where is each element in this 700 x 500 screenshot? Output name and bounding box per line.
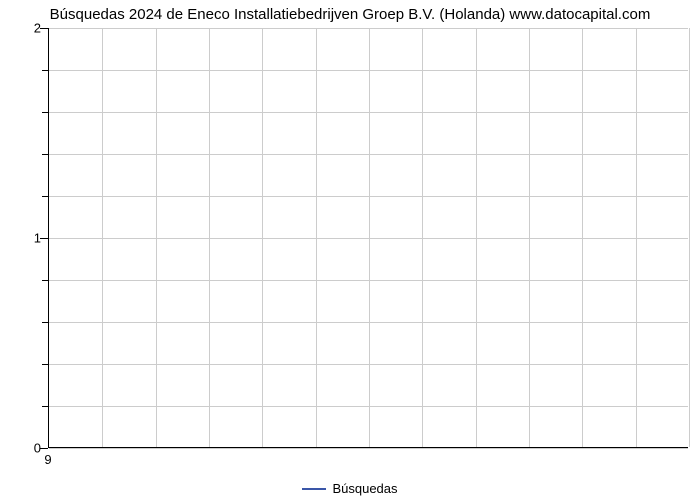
gridline-vertical [476,28,477,447]
xtick-label: 9 [44,452,51,467]
gridline-vertical [529,28,530,447]
ytick-label: 0 [26,441,41,456]
gridline-vertical [156,28,157,447]
chart-container: Búsquedas 2024 de Eneco Installatiebedri… [0,0,700,500]
ytick-minor-mark [42,406,48,407]
ytick-major-mark [40,238,48,239]
ytick-label: 1 [26,231,41,246]
ytick-major-mark [40,448,48,449]
gridline-vertical [209,28,210,447]
ytick-minor-mark [42,364,48,365]
gridline-vertical [582,28,583,447]
ytick-minor-mark [42,322,48,323]
gridline-vertical [316,28,317,447]
gridline-vertical [262,28,263,447]
ytick-minor-mark [42,196,48,197]
gridline-vertical [102,28,103,447]
gridline-vertical [369,28,370,447]
chart-title: Búsquedas 2024 de Eneco Installatiebedri… [0,6,700,23]
chart-legend: Búsquedas [0,481,700,496]
ytick-minor-mark [42,154,48,155]
ytick-label: 2 [26,21,41,36]
gridline-vertical [689,28,690,447]
ytick-minor-mark [42,112,48,113]
gridline-horizontal [49,448,688,449]
ytick-minor-mark [42,280,48,281]
legend-label: Búsquedas [332,481,397,496]
gridline-vertical [422,28,423,447]
gridline-vertical [636,28,637,447]
ytick-minor-mark [42,70,48,71]
ytick-major-mark [40,28,48,29]
plot-area [48,28,688,448]
legend-line-marker [302,488,326,490]
